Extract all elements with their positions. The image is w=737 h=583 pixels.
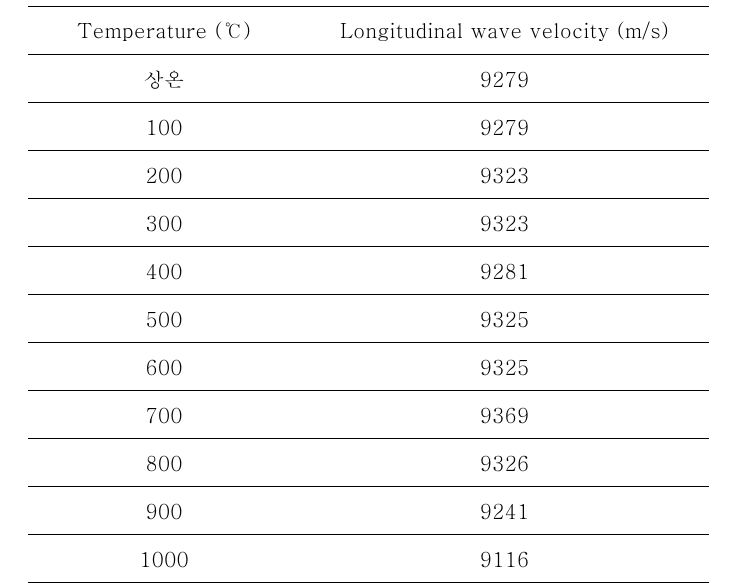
cell-velocity: 9325: [300, 295, 709, 343]
cell-velocity: 9323: [300, 151, 709, 199]
column-header-temperature: Temperature (℃): [28, 7, 300, 55]
table-row: 400 9281: [28, 247, 709, 295]
table-row: 700 9369: [28, 391, 709, 439]
table-row: 500 9325: [28, 295, 709, 343]
cell-velocity: 9116: [300, 535, 709, 583]
cell-temperature: 500: [28, 295, 300, 343]
velocity-table: Temperature (℃) Longitudinal wave veloci…: [28, 6, 709, 583]
table-row: 800 9326: [28, 439, 709, 487]
table-row: 600 9325: [28, 343, 709, 391]
table-row: 1000 9116: [28, 535, 709, 583]
column-header-velocity: Longitudinal wave velocity (m/s): [300, 7, 709, 55]
cell-temperature: 상온: [28, 55, 300, 103]
cell-temperature: 200: [28, 151, 300, 199]
cell-velocity: 9279: [300, 103, 709, 151]
cell-temperature: 600: [28, 343, 300, 391]
cell-velocity: 9279: [300, 55, 709, 103]
cell-velocity: 9369: [300, 391, 709, 439]
table-row: 200 9323: [28, 151, 709, 199]
table-row: 100 9279: [28, 103, 709, 151]
table-row: 900 9241: [28, 487, 709, 535]
cell-temperature: 900: [28, 487, 300, 535]
cell-temperature: 700: [28, 391, 300, 439]
cell-velocity: 9281: [300, 247, 709, 295]
cell-velocity: 9325: [300, 343, 709, 391]
cell-temperature: 400: [28, 247, 300, 295]
page: Temperature (℃) Longitudinal wave veloci…: [0, 0, 737, 529]
table-row: 300 9323: [28, 199, 709, 247]
table-row: 상온 9279: [28, 55, 709, 103]
cell-temperature: 800: [28, 439, 300, 487]
cell-velocity: 9241: [300, 487, 709, 535]
table-header: Temperature (℃) Longitudinal wave veloci…: [28, 7, 709, 55]
cell-velocity: 9326: [300, 439, 709, 487]
cell-velocity: 9323: [300, 199, 709, 247]
cell-temperature: 100: [28, 103, 300, 151]
table-body: 상온 9279 100 9279 200 9323 300 9323 400 9…: [28, 55, 709, 583]
cell-temperature: 1000: [28, 535, 300, 583]
cell-temperature: 300: [28, 199, 300, 247]
